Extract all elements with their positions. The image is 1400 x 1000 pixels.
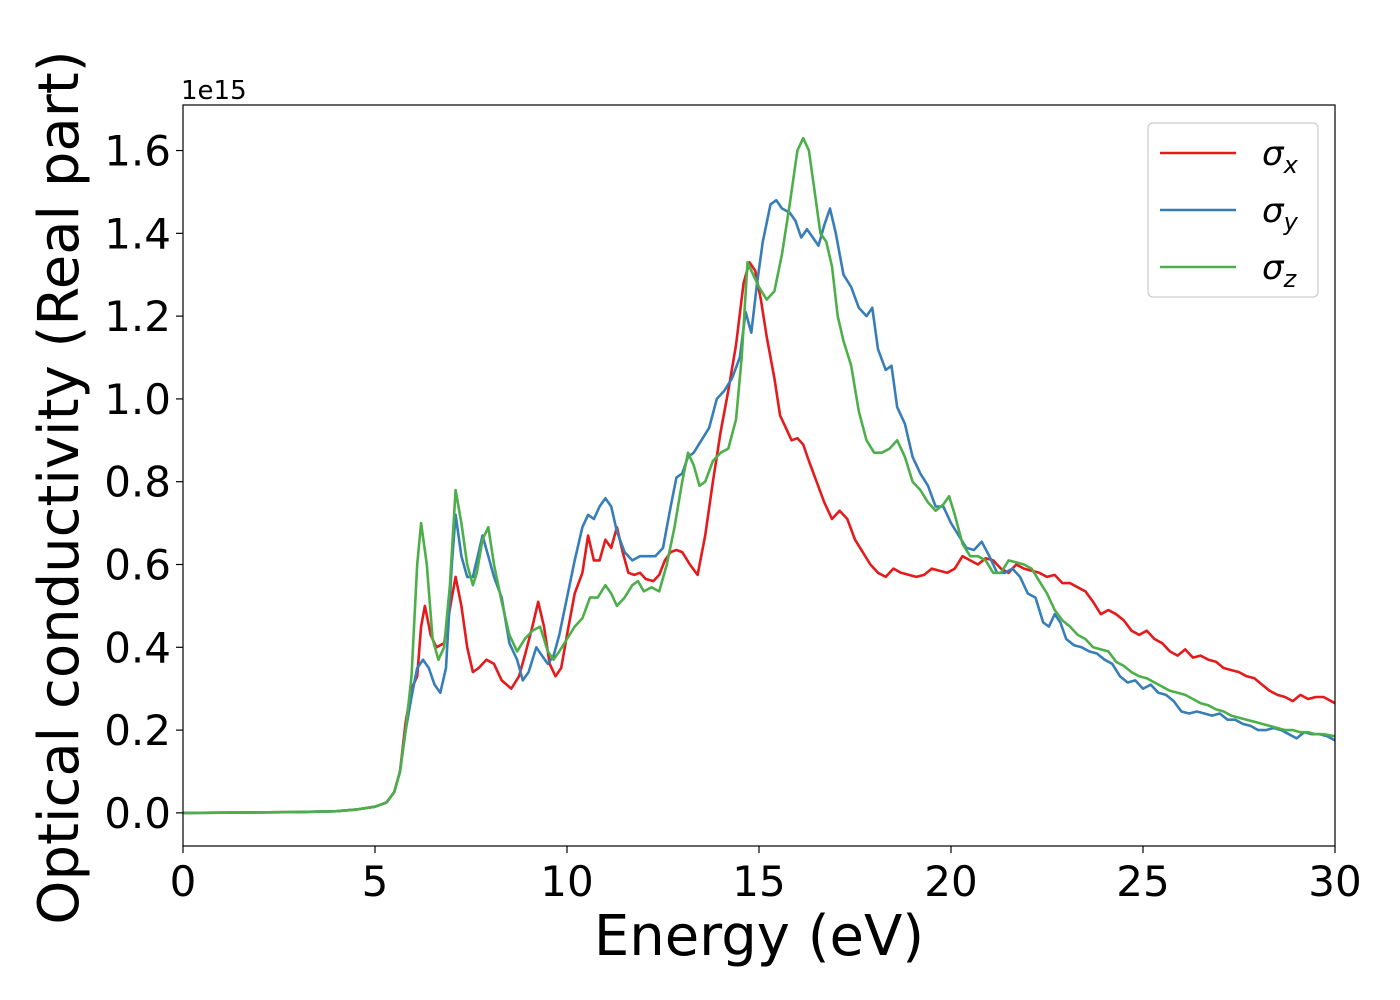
y-tick-label: 1.4 (104, 209, 171, 258)
y-tick-label: 1.2 (104, 292, 171, 341)
y-axis: 0.0 0.2 0.4 0.6 0.8 1.0 1.2 1.4 1.6 (104, 127, 183, 838)
series-line-x (182, 261, 1336, 815)
y-axis-offset-text: 1e15 (181, 76, 247, 106)
y-tick-label: 1.0 (104, 375, 171, 424)
x-axis: 0 5 10 15 20 25 30 (170, 846, 1362, 906)
x-tick-label: 10 (540, 857, 593, 906)
x-tick-label: 15 (732, 857, 785, 906)
series-line-y (182, 198, 1336, 815)
x-tick-label: 5 (362, 857, 389, 906)
y-tick-label: 0.6 (104, 541, 171, 590)
legend-label-y: σy (1262, 191, 1299, 236)
series-layer (182, 136, 1336, 815)
y-tick-label: 1.6 (104, 127, 171, 176)
series-line-z (182, 136, 1336, 815)
y-tick-label: 0.2 (104, 706, 171, 755)
x-tick-label: 25 (1116, 857, 1169, 906)
y-axis-title: Optical conductivity (Real part) (27, 50, 92, 924)
x-tick-label: 30 (1308, 857, 1361, 906)
legend: σx σy σz (1147, 122, 1319, 298)
x-tick-label: 0 (170, 857, 197, 906)
y-tick-label: 0.8 (104, 458, 171, 507)
legend-label-x: σx (1262, 134, 1299, 179)
y-tick-label: 0.4 (104, 623, 171, 672)
y-tick-label: 0.0 (104, 789, 171, 838)
legend-label-z: σz (1262, 248, 1298, 293)
x-tick-label: 20 (924, 857, 977, 906)
x-axis-title: Energy (eV) (594, 904, 924, 969)
